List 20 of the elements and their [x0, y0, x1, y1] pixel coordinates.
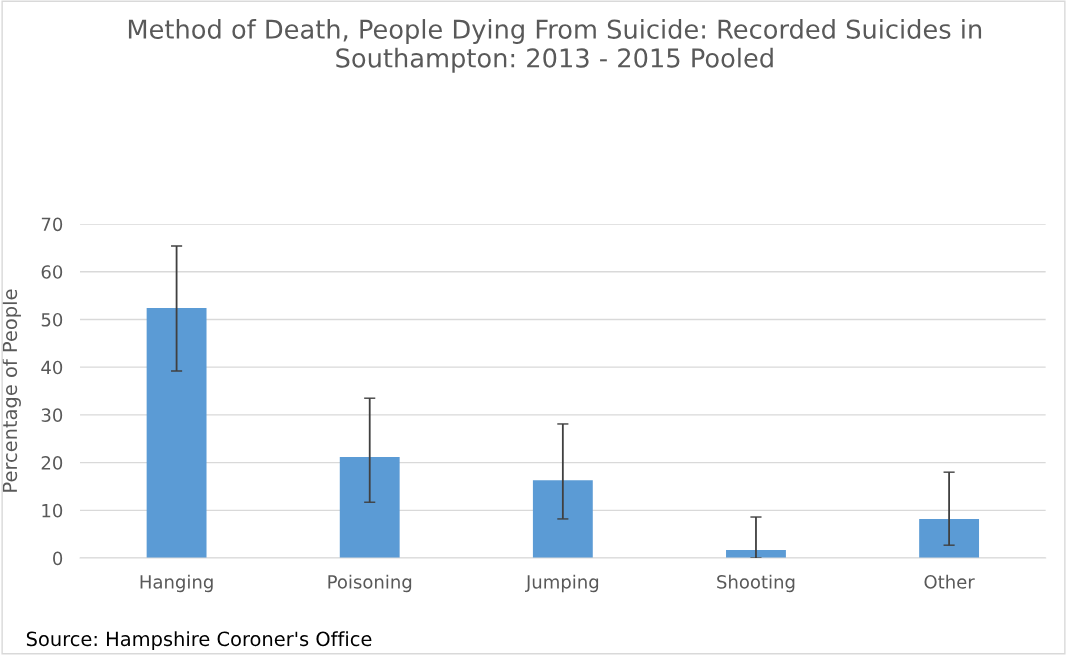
x-tick-label: Other: [924, 574, 975, 589]
x-tick-label: Jumping: [525, 574, 599, 593]
chart-title: Method of Death, People Dying From Suicide: Recorded Suicides in Southampton: 2013 - 2015 Pooled: [128, 19, 982, 73]
y-tick-label: 60: [41, 265, 63, 279]
source-note: Source: Hampshire Coroner's Office: [26, 631, 372, 650]
y-tick-label: 40: [41, 360, 63, 375]
y-tick-label: 10: [42, 503, 63, 518]
x-tick-label: Hanging: [140, 574, 213, 593]
bar: [919, 518, 980, 559]
y-tick-label: 50: [41, 312, 63, 327]
bar: [532, 480, 593, 559]
y-tick-label: 20: [41, 456, 63, 470]
x-tick-label: Poisoning: [328, 574, 412, 593]
y-axis-title: Percentage of People: [2, 289, 21, 492]
y-tick-label: 70: [41, 217, 63, 232]
bar: [339, 456, 400, 559]
y-tick-label: 30: [41, 408, 63, 423]
bar: [146, 308, 207, 559]
x-tick-label: Shooting: [717, 574, 795, 593]
y-tick-label: 0: [53, 551, 63, 566]
